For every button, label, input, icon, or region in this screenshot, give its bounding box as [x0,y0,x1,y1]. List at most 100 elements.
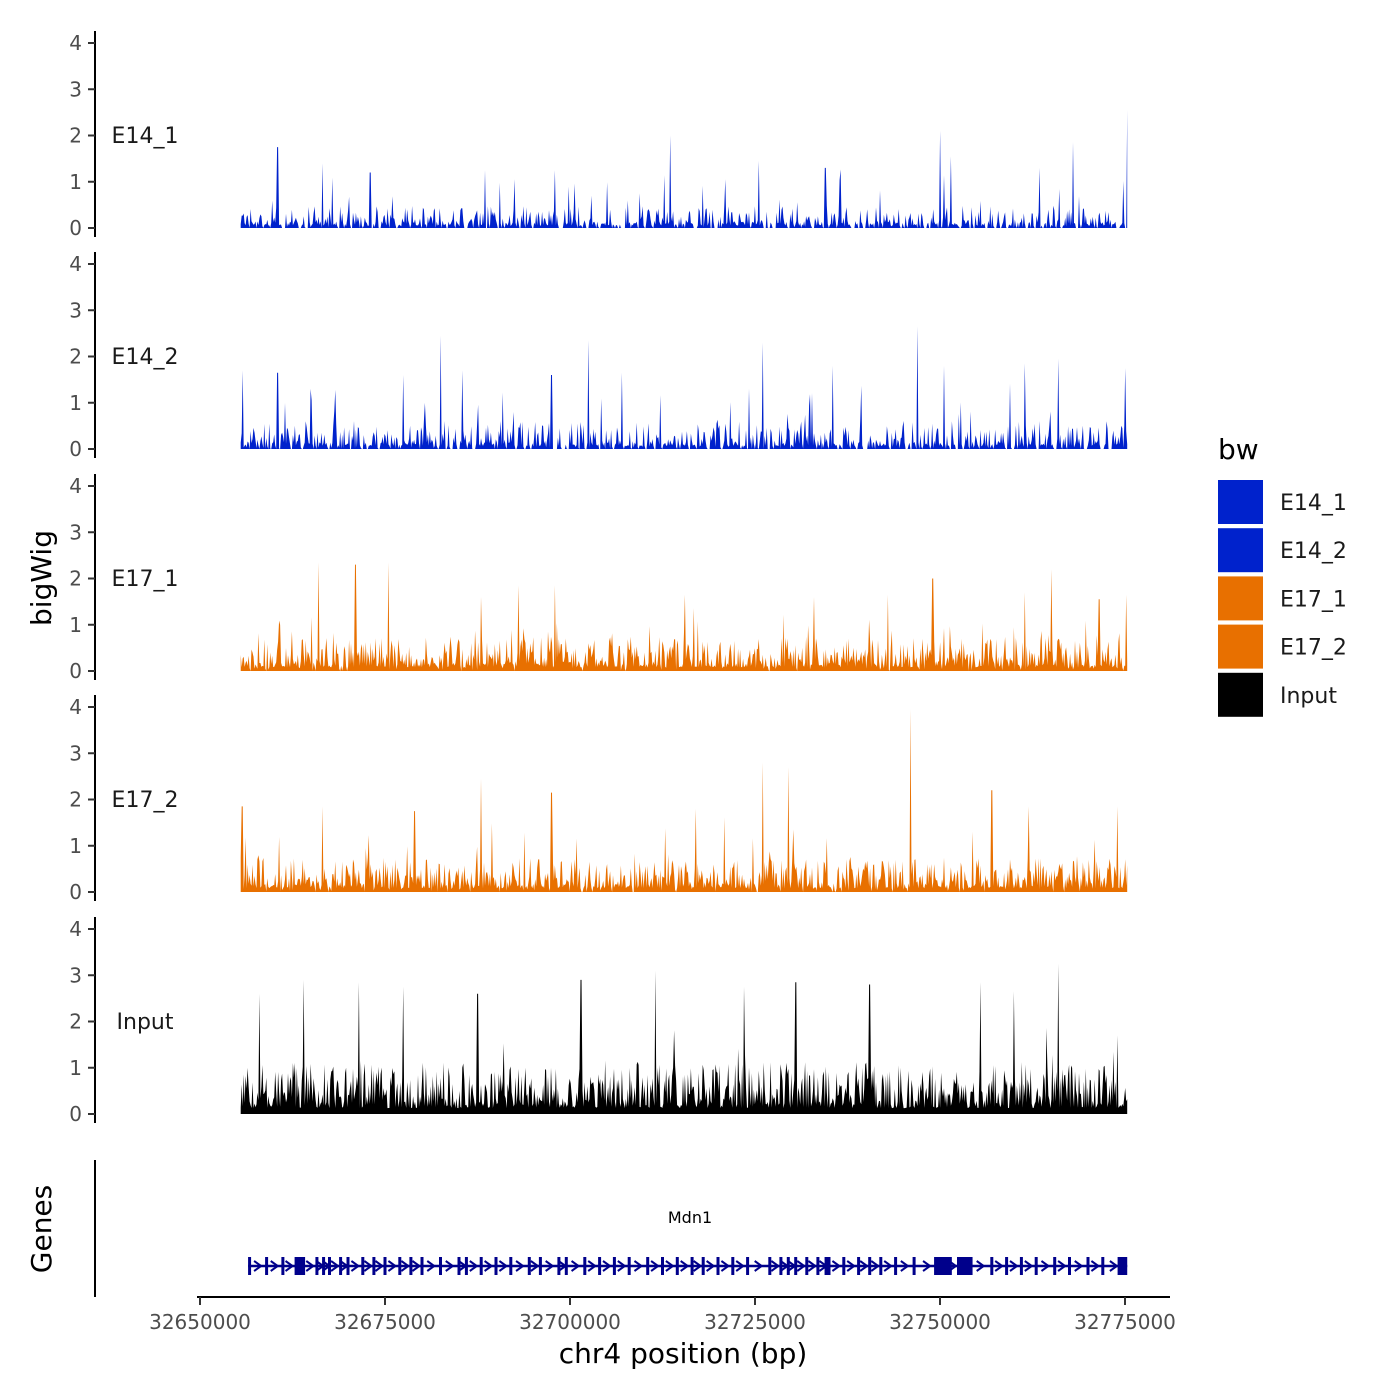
track-label: E14_2 [112,345,179,370]
strand-arrow [994,1260,1004,1272]
exon [690,1257,694,1275]
track-e17-2: 0 1 2 3 4 E17_2 [69,695,1128,904]
exon [1053,1257,1057,1275]
coverage-area [240,562,1128,671]
exon [294,1257,304,1275]
exon [420,1257,424,1275]
strand-arrow [1074,1260,1084,1272]
exon [661,1257,664,1275]
y-tick-label: 1 [69,613,82,637]
legend-label: E17_2 [1280,636,1347,661]
strand-arrow [1040,1260,1051,1272]
exon [409,1257,413,1275]
y-tick-label: 2 [69,567,82,591]
y-tick-label: 1 [69,170,82,194]
exon [328,1257,331,1275]
exon [779,1257,783,1275]
strand-arrow [484,1260,494,1272]
y-tick-label: 4 [69,474,82,498]
strand-arrow [426,1260,436,1272]
exon [1034,1257,1038,1275]
y-tick-label: 0 [69,437,82,461]
strand-arrow [680,1260,690,1272]
strand-arrow [754,1260,764,1272]
exon [816,1257,820,1275]
exon [701,1257,705,1275]
exon [894,1257,898,1275]
strand-arrow [545,1260,555,1272]
strand-arrow [1009,1260,1019,1272]
exon [248,1257,252,1275]
exon [494,1257,498,1275]
strand-arrow [1057,1260,1067,1272]
strand-arrow [530,1260,540,1272]
strand-arrow [1109,1260,1119,1272]
y-tick-label: 4 [69,252,82,276]
strand-arrow [807,1260,818,1272]
x-tick-label: 32725000 [704,1310,806,1334]
exon [361,1257,365,1275]
exon [322,1257,326,1275]
exon [464,1257,468,1275]
x-tick-label: 32650000 [149,1310,251,1334]
strand-arrow [270,1260,280,1272]
strand-arrow [445,1260,455,1272]
exon [398,1257,402,1275]
exon [990,1257,994,1275]
tracks-layer: 0 1 2 3 4 E14_1 0 1 2 3 4 E14_2 0 1 2 3 4 E17_1 0 1 2 3 4 E17_2… [69,31,1128,1126]
strand-arrow [387,1260,398,1272]
strand-arrow [400,1260,411,1272]
exon [1005,1257,1009,1275]
x-axis: chr4 position (bp) 32650000 32675000 32700… [149,1296,1176,1370]
strand-arrow [922,1260,932,1272]
exon [583,1257,587,1275]
exon [564,1257,568,1275]
strand-arrow [735,1260,745,1272]
exon [346,1257,350,1275]
legend-swatch [1218,672,1263,717]
exon [1086,1257,1090,1275]
legend-swatch [1218,480,1263,524]
exon [716,1257,720,1275]
y-axis-title: bigWig [25,530,58,626]
strand-arrow [831,1260,842,1272]
exon [1101,1257,1105,1275]
exon [857,1257,861,1275]
coverage-area [240,963,1128,1114]
strand-arrow [350,1260,361,1272]
strand-arrow [720,1260,731,1272]
genes-axis-title: Genes [25,1185,58,1273]
y-tick-label: 0 [69,216,82,240]
strand-arrow [846,1260,856,1272]
strand-arrow [870,1260,880,1272]
x-axis-title: chr4 position (bp) [559,1337,808,1370]
strand-arrow [515,1260,525,1272]
strand-arrow [411,1260,422,1272]
exon [646,1257,650,1275]
exon [479,1257,483,1275]
strand-arrow [617,1260,627,1272]
exon [1019,1257,1023,1275]
legend-swatch [1218,624,1263,669]
y-tick-label: 3 [69,741,82,765]
exon [509,1257,513,1275]
exon [746,1257,750,1275]
y-tick-label: 1 [69,1056,82,1080]
exon [339,1257,343,1275]
exon [794,1257,798,1275]
exon [598,1257,602,1275]
strand-arrow [900,1260,910,1272]
y-tick-label: 2 [69,1010,82,1034]
track-e17-1: 0 1 2 3 4 E17_1 [69,474,1128,683]
strand-arrow [570,1260,581,1272]
strand-arrow [859,1260,869,1272]
coverage-area [240,326,1128,449]
gene-label: Mdn1 [668,1208,712,1227]
strand-arrow [587,1260,597,1272]
exon [934,1257,952,1275]
track-input: 0 1 2 3 4 Input [69,917,1128,1126]
strand-arrow [330,1260,340,1272]
exon [879,1257,883,1275]
exon [281,1257,285,1275]
